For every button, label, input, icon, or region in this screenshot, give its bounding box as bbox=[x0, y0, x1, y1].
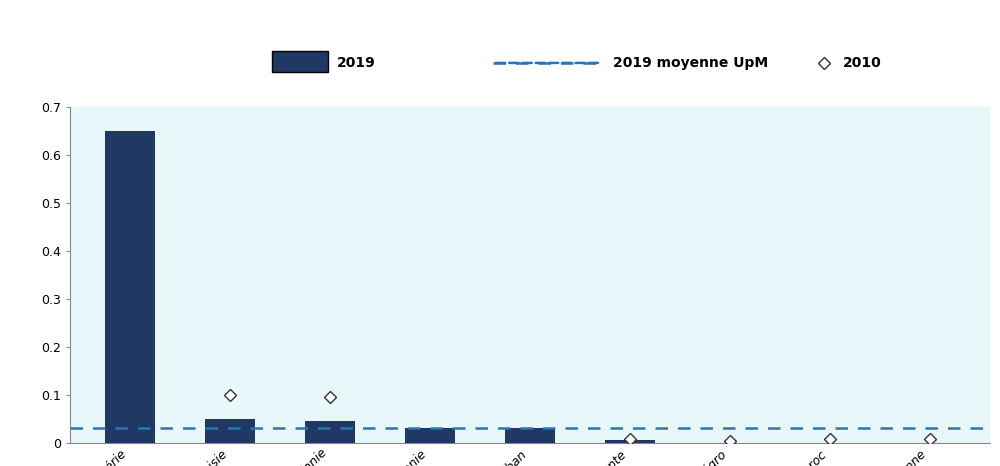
Bar bbox=[305, 421, 355, 443]
Text: 2019 moyenne UpM: 2019 moyenne UpM bbox=[613, 56, 768, 70]
Bar bbox=[205, 419, 255, 443]
Text: 2019: 2019 bbox=[337, 56, 376, 70]
FancyBboxPatch shape bbox=[272, 51, 328, 72]
Bar bbox=[405, 428, 455, 443]
Text: 2010: 2010 bbox=[843, 56, 882, 70]
Bar bbox=[605, 440, 655, 443]
Bar bbox=[105, 131, 155, 443]
Bar bbox=[505, 428, 555, 443]
